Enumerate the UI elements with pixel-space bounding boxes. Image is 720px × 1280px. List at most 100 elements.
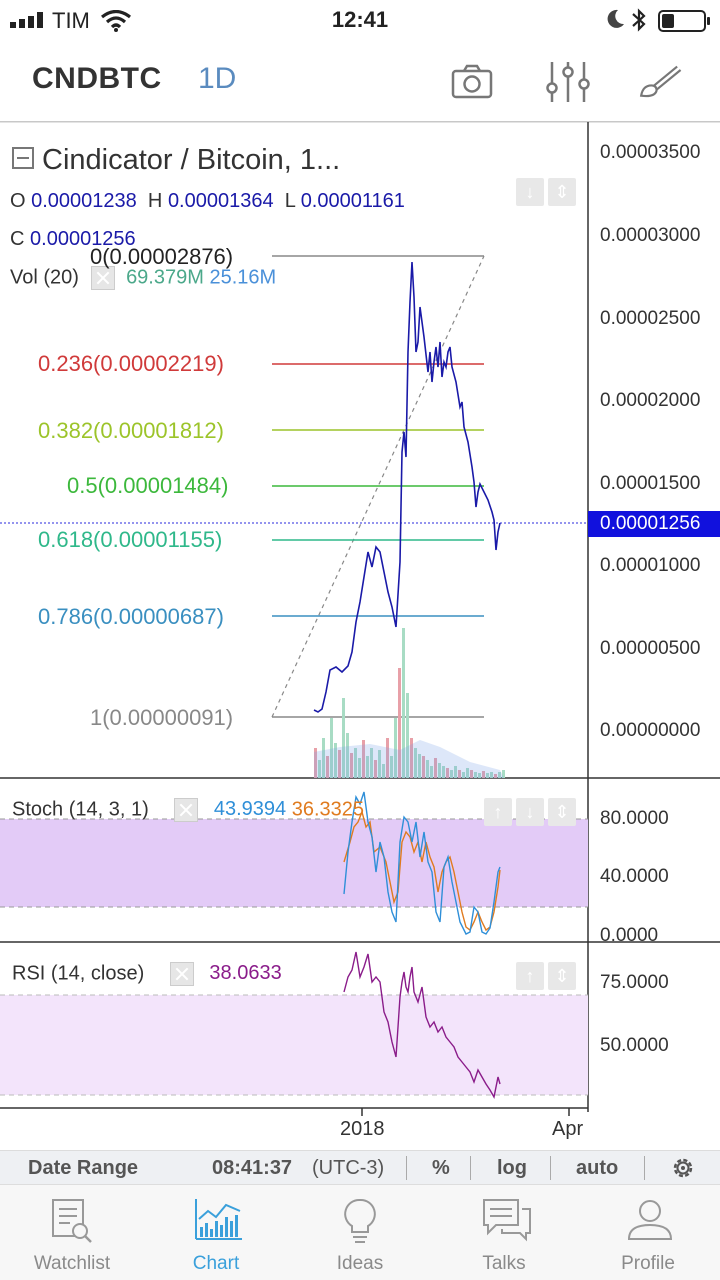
rsi-axis-label: 50.0000: [600, 1035, 669, 1056]
volume-bar: [462, 772, 465, 778]
fib-label-0618: 0.618(0.00001155): [38, 527, 223, 552]
tab-talks[interactable]: Talks: [432, 1185, 576, 1280]
symbol-name[interactable]: CNDBTC: [32, 62, 162, 95]
fib-label-0382: 0.382(0.00001812): [38, 418, 224, 443]
move-pane-up-icon[interactable]: ↑: [516, 962, 544, 990]
volume-bar: [382, 764, 385, 778]
signal-strength-icon: [10, 12, 43, 28]
volume-bar: [482, 771, 485, 778]
volume-bar: [430, 766, 433, 778]
time-axis-label: Apr: [552, 1118, 584, 1140]
volume-ma-area: [314, 740, 504, 778]
log-scale-toggle[interactable]: log: [497, 1157, 527, 1179]
maximize-pane-icon[interactable]: ⇕: [548, 798, 576, 826]
interval-selector[interactable]: 1D: [198, 62, 237, 95]
move-pane-down-icon[interactable]: ↓: [516, 178, 544, 206]
battery-icon: [658, 10, 710, 32]
volume-bar: [342, 698, 345, 778]
price-axis-label: 0.00003500: [600, 142, 701, 163]
settings-gear-icon[interactable]: [670, 1155, 696, 1181]
symbol-title: Cindicator / Bitcoin, 1...: [42, 144, 341, 176]
remove-volume-icon[interactable]: [90, 266, 115, 290]
camera-icon[interactable]: [448, 58, 496, 106]
open-value: 0.00001238: [31, 190, 137, 212]
pane-title[interactable]: Cindicator / Bitcoin, 1...: [12, 144, 340, 177]
collapse-legend-icon[interactable]: [12, 147, 34, 170]
lightbulb-icon: [344, 1198, 376, 1243]
tab-profile[interactable]: Profile: [576, 1185, 720, 1280]
tab-ideas[interactable]: Ideas: [288, 1185, 432, 1280]
stoch-k-line: [343, 791, 501, 935]
tab-label: Watchlist: [33, 1253, 111, 1274]
volume-bar: [458, 770, 461, 778]
volume-bar: [354, 748, 357, 778]
tab-label: Profile: [621, 1253, 675, 1274]
date-range-button[interactable]: Date Range: [28, 1157, 139, 1179]
volume-bar: [334, 743, 337, 778]
tab-chart[interactable]: Chart: [144, 1185, 288, 1280]
tab-label: Talks: [482, 1253, 526, 1274]
remove-stoch-icon[interactable]: [174, 798, 199, 822]
tab-label: Chart: [192, 1253, 240, 1274]
volume-bar: [398, 668, 401, 778]
volume-label: Vol (20): [10, 266, 79, 289]
chart-area[interactable]: Cindicator / Bitcoin, 1... O 0.00001238 …: [0, 122, 720, 1150]
tab-label: Ideas: [336, 1253, 384, 1274]
last-price-tag: 0.00001256: [588, 511, 720, 537]
stoch-d-value: 36.3325: [291, 798, 365, 821]
volume-bar: [490, 772, 493, 778]
volume-bar: [502, 770, 505, 778]
remove-rsi-icon[interactable]: [169, 962, 194, 986]
chart-canvas[interactable]: [0, 122, 720, 1150]
rsi-legend: RSI (14, close) 38.0633: [12, 962, 282, 986]
drawing-brush-icon[interactable]: [636, 58, 684, 106]
volume-bar: [338, 750, 341, 778]
maximize-pane-icon[interactable]: ⇕: [548, 962, 576, 990]
time-axis-label: 2018: [340, 1118, 385, 1140]
separator: [550, 1156, 551, 1180]
volume-bar: [414, 748, 417, 778]
profile-icon: [627, 1200, 673, 1240]
volume-bar: [410, 738, 413, 778]
volume-bar: [474, 772, 477, 778]
volume-bar: [402, 628, 405, 778]
price-axis-label: 0.00001000: [600, 555, 701, 576]
volume-bars: [314, 628, 505, 778]
volume-bar: [426, 760, 429, 778]
price-series-line: [313, 261, 501, 713]
volume-bar: [326, 756, 329, 778]
close-value: 0.00001256: [30, 228, 136, 250]
volume-bar: [422, 756, 425, 778]
main-pane-buttons: ↓ ⇕: [516, 178, 576, 206]
move-pane-down-icon[interactable]: ↓: [516, 798, 544, 826]
auto-scale-toggle[interactable]: auto: [576, 1157, 619, 1179]
maximize-pane-icon[interactable]: ⇕: [548, 178, 576, 206]
indicators-sliders-icon[interactable]: [544, 58, 592, 106]
clock: 12:41: [331, 7, 389, 32]
stoch-axis-label: 40.0000: [600, 866, 669, 887]
volume-bar: [478, 773, 481, 778]
rsi-value: 38.0633: [209, 962, 282, 985]
volume-bar: [446, 768, 449, 778]
volume-bar: [494, 774, 497, 778]
percent-scale-toggle[interactable]: %: [432, 1157, 450, 1179]
volume-bar: [434, 758, 437, 778]
volume-bar: [374, 760, 377, 778]
volume-ma-value: 25.16M: [209, 266, 277, 289]
volume-bar: [386, 738, 389, 778]
volume-bar: [370, 748, 373, 778]
price-axis-label: 0.00002000: [600, 390, 701, 411]
fib-label-0786: 0.786(0.00000687): [38, 604, 224, 629]
rsi-label: RSI (14, close): [12, 962, 145, 985]
fib-label-0236: 0.236(0.00002219): [38, 351, 224, 376]
volume-bar: [318, 760, 321, 778]
separator: [644, 1156, 645, 1180]
timezone-label[interactable]: (UTC-3): [312, 1157, 385, 1179]
chart-icon: [195, 1199, 242, 1240]
move-pane-up-icon[interactable]: ↑: [484, 798, 512, 826]
tab-watchlist[interactable]: Watchlist: [0, 1185, 144, 1280]
volume-bar: [442, 766, 445, 778]
volume-bar: [314, 748, 317, 778]
low-value: 0.00001161: [300, 190, 405, 212]
volume-bar: [394, 718, 397, 778]
